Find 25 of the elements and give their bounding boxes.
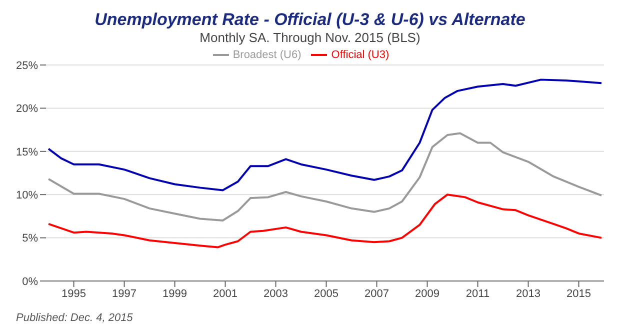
x-tick-label: 2009 xyxy=(415,288,440,300)
x-tick-label: 1997 xyxy=(112,288,137,300)
text: Published: Dec. 4, 2015 xyxy=(16,312,133,324)
y-tick-label: 15% xyxy=(16,146,38,158)
legend-label: Official (U3) xyxy=(331,48,390,61)
y-tick-label: 20% xyxy=(16,103,38,116)
x-tick-label: 1999 xyxy=(162,288,188,300)
line-series xyxy=(48,78,602,192)
x-tick-label: 2013 xyxy=(516,288,540,300)
x-tick-label: 1995 xyxy=(62,288,86,300)
chart-title: Unemployment Rate - Official (U-3 & U-6) vs Alternate xyxy=(94,9,526,30)
x-tick-label: 2005 xyxy=(314,288,339,300)
x-tick-label: 2003 xyxy=(264,288,288,300)
chart-subtitle: Monthly SA. Through Nov. 2015 (BLS) xyxy=(198,30,422,45)
y-tick-label: 0% xyxy=(22,276,38,288)
x-tick-label: 2011 xyxy=(466,288,490,300)
x-tick-label: 2001 xyxy=(213,288,238,300)
legend-label: Broadest (U6) xyxy=(232,48,302,61)
y-tick-label: 5% xyxy=(22,232,38,245)
x-tick-label: 2015 xyxy=(566,288,591,300)
y-tick-label: 25% xyxy=(16,60,38,72)
y-tick-label: 10% xyxy=(16,190,38,202)
x-tick-label: 2007 xyxy=(364,288,389,300)
line-series xyxy=(48,194,602,248)
line-series xyxy=(48,132,602,222)
